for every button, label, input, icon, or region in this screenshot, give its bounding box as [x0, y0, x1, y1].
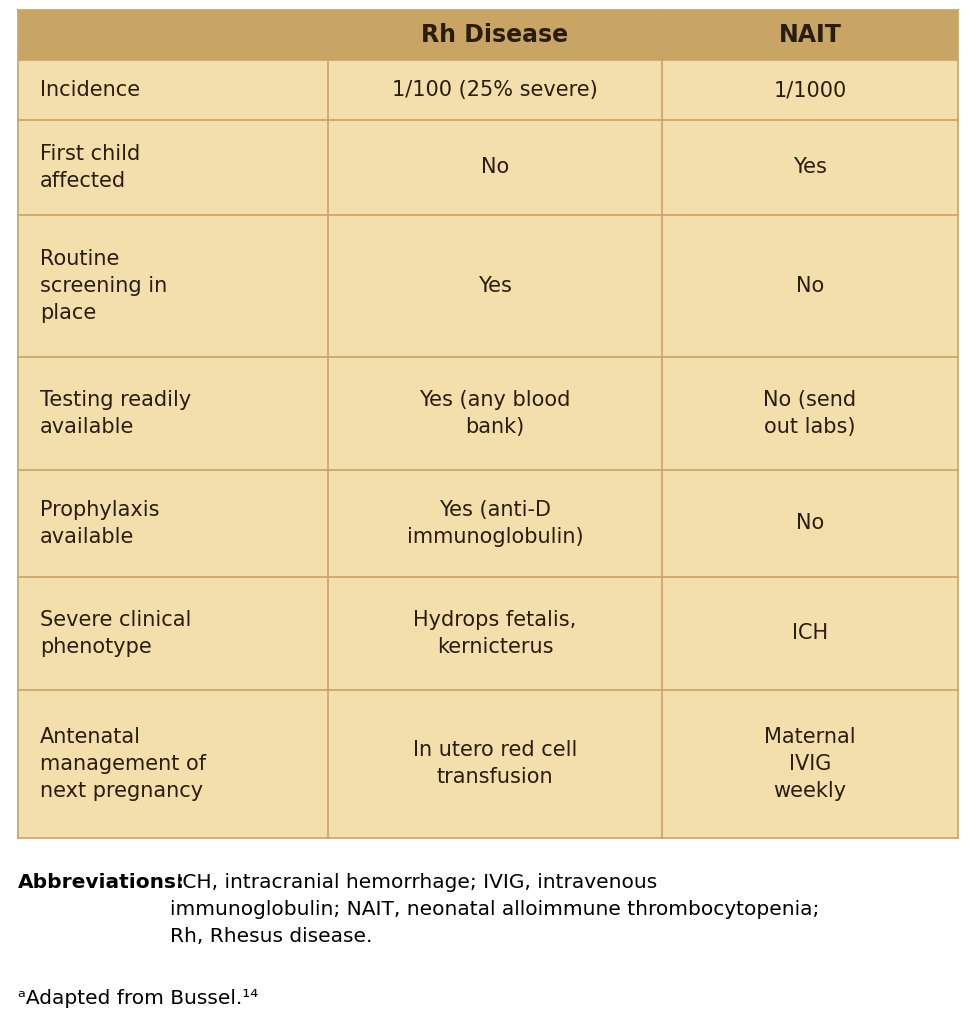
- Text: ᵃAdapted from Bussel.¹⁴: ᵃAdapted from Bussel.¹⁴: [18, 989, 259, 1008]
- Bar: [18, 357, 958, 470]
- Bar: [18, 690, 958, 838]
- Text: NAIT: NAIT: [779, 24, 841, 47]
- Bar: [18, 470, 958, 577]
- Text: Maternal
IVIG
weekly: Maternal IVIG weekly: [764, 726, 856, 801]
- Text: Yes (anti-D
immunoglobulin): Yes (anti-D immunoglobulin): [407, 500, 584, 547]
- Text: Antenatal
management of
next pregnancy: Antenatal management of next pregnancy: [40, 726, 206, 801]
- Text: No: No: [481, 158, 509, 177]
- Text: No: No: [795, 276, 824, 296]
- Text: ICH: ICH: [792, 623, 828, 643]
- Text: First child
affected: First child affected: [40, 143, 141, 191]
- Text: Hydrops fetalis,
kernicterus: Hydrops fetalis, kernicterus: [414, 610, 577, 657]
- Text: ICH, intracranial hemorrhage; IVIG, intravenous
immunoglobulin; NAIT, neonatal a: ICH, intracranial hemorrhage; IVIG, intr…: [170, 873, 820, 946]
- Text: 1/100 (25% severe): 1/100 (25% severe): [392, 80, 598, 100]
- Text: Yes (any blood
bank): Yes (any blood bank): [420, 390, 571, 437]
- Text: In utero red cell
transfusion: In utero red cell transfusion: [413, 741, 577, 788]
- Text: Severe clinical
phenotype: Severe clinical phenotype: [40, 610, 191, 657]
- Text: Routine
screening in
place: Routine screening in place: [40, 249, 167, 323]
- Bar: [18, 60, 958, 120]
- Bar: [18, 10, 958, 60]
- Text: Rh Disease: Rh Disease: [422, 24, 569, 47]
- Text: Incidence: Incidence: [40, 80, 141, 100]
- Text: Abbreviations:: Abbreviations:: [18, 873, 185, 892]
- Bar: [18, 120, 958, 215]
- Text: Testing readily
available: Testing readily available: [40, 390, 191, 437]
- Text: Prophylaxis
available: Prophylaxis available: [40, 500, 159, 547]
- Text: Yes: Yes: [793, 158, 827, 177]
- Text: No: No: [795, 514, 824, 533]
- Text: Yes: Yes: [478, 276, 512, 296]
- Bar: [18, 215, 958, 357]
- Text: 1/1000: 1/1000: [773, 80, 846, 100]
- Text: No (send
out labs): No (send out labs): [763, 390, 857, 437]
- Bar: [18, 577, 958, 690]
